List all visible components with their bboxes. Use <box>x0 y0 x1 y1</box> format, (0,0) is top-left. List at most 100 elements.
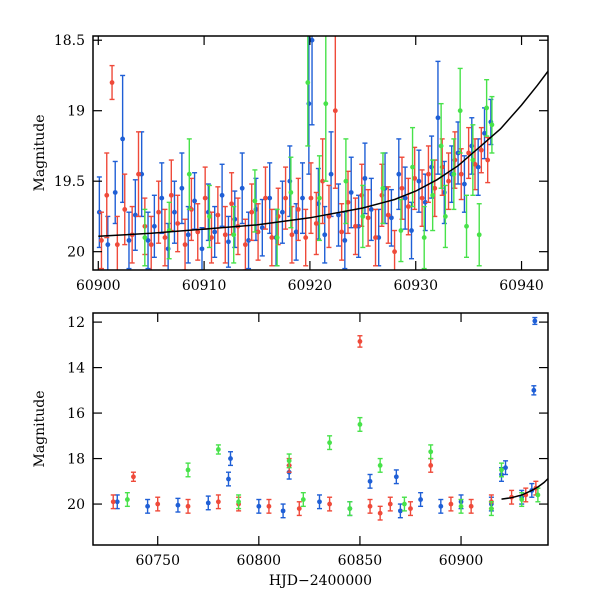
point-marker <box>347 506 353 512</box>
series-model <box>98 70 548 237</box>
data-point <box>360 184 366 249</box>
point-marker <box>112 190 118 195</box>
point-marker <box>162 235 168 240</box>
point-marker <box>185 232 191 238</box>
data-point <box>385 186 391 244</box>
data-point <box>225 471 231 487</box>
data-point <box>114 215 120 270</box>
plot-frame <box>92 35 549 271</box>
point-marker <box>421 235 427 240</box>
x-tick-label: 60800 <box>237 553 282 569</box>
data-point <box>343 138 349 225</box>
point-marker <box>342 237 348 243</box>
point-marker <box>430 192 436 198</box>
data-point <box>410 126 416 208</box>
point-marker <box>322 232 328 238</box>
point-marker <box>202 195 208 201</box>
point-marker <box>435 115 441 121</box>
y-tick-label: 19 <box>67 104 85 120</box>
data-point <box>428 457 434 473</box>
point-marker <box>339 229 345 235</box>
point-marker <box>185 467 191 473</box>
y-tick-label: 20 <box>67 497 85 513</box>
data-point <box>130 471 136 483</box>
point-marker <box>535 492 541 498</box>
point-marker <box>142 235 148 240</box>
data-point <box>145 498 151 514</box>
point-marker <box>226 239 231 245</box>
point-marker <box>309 37 315 43</box>
data-point <box>316 155 322 242</box>
point-marker <box>192 198 197 204</box>
point-marker <box>320 178 326 184</box>
point-marker <box>348 190 354 195</box>
data-point <box>498 462 504 478</box>
data-point <box>458 148 464 201</box>
point-marker <box>215 447 221 452</box>
data-point <box>316 494 322 510</box>
point-marker <box>300 195 305 201</box>
point-marker <box>313 221 319 226</box>
point-marker <box>109 80 115 85</box>
point-marker <box>466 150 472 156</box>
data-point <box>145 211 151 270</box>
point-marker <box>442 214 448 219</box>
point-marker <box>343 178 349 184</box>
data-point <box>328 131 334 218</box>
point-marker <box>199 246 205 252</box>
panel-top-light-curve: 60900 60910 60920 60930 60940 18.5 19 19.5 20 Mag… <box>32 33 549 294</box>
data-point <box>387 496 393 512</box>
point-marker <box>367 478 373 484</box>
data-point <box>468 498 474 514</box>
point-marker <box>458 503 464 509</box>
x-tick-label: 60750 <box>135 553 180 569</box>
point-marker <box>317 195 322 201</box>
point-marker <box>327 501 332 507</box>
point-marker <box>367 503 373 509</box>
point-marker <box>222 232 228 238</box>
data-point <box>335 183 341 247</box>
data-point <box>267 162 273 235</box>
point-marker <box>120 136 126 142</box>
data-point <box>229 172 235 236</box>
data-point <box>466 126 472 180</box>
point-marker <box>269 235 275 240</box>
data-point <box>464 194 470 259</box>
point-marker <box>155 501 161 507</box>
point-marker <box>428 449 434 455</box>
data-point <box>239 152 245 225</box>
series-green <box>124 416 541 517</box>
point-marker <box>470 157 476 163</box>
data-point <box>357 416 363 432</box>
point-marker <box>105 242 111 248</box>
point-marker <box>412 175 418 181</box>
data-point <box>357 335 363 348</box>
data-point <box>280 503 286 519</box>
point-marker <box>156 209 162 215</box>
data-point <box>215 444 221 455</box>
point-marker <box>289 232 295 238</box>
point-marker <box>446 178 451 184</box>
data-point <box>269 208 275 267</box>
plot-area <box>110 316 548 521</box>
data-point <box>308 162 314 235</box>
data-point <box>435 60 441 175</box>
data-point <box>416 149 422 213</box>
data-point <box>212 205 218 259</box>
data-point <box>339 203 345 261</box>
point-marker <box>432 185 438 191</box>
data-point <box>256 498 262 514</box>
point-marker <box>360 214 366 219</box>
data-point <box>175 497 181 513</box>
series-model <box>501 478 548 500</box>
data-point <box>398 198 404 263</box>
point-marker <box>283 195 288 201</box>
point-marker <box>317 499 322 505</box>
data-point <box>485 136 491 184</box>
data-point <box>124 491 130 508</box>
data-point <box>185 205 191 264</box>
data-point <box>489 95 495 154</box>
point-marker <box>489 122 495 128</box>
data-point <box>159 162 165 235</box>
plot-frame <box>92 312 549 546</box>
